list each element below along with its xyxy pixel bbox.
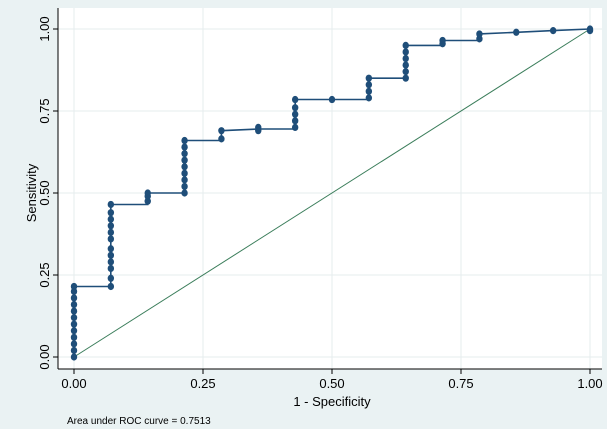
roc-point xyxy=(107,274,115,282)
roc-point xyxy=(402,54,409,63)
roc-point xyxy=(181,136,188,145)
roc-point xyxy=(70,353,78,361)
roc-point xyxy=(107,209,115,217)
roc-point xyxy=(291,123,299,131)
roc-point xyxy=(586,25,594,33)
roc-point xyxy=(218,127,225,135)
roc-point xyxy=(181,169,188,177)
plot-area xyxy=(58,8,602,369)
roc-point xyxy=(402,48,409,56)
y-tick-label: 0.25 xyxy=(37,262,52,287)
x-tick-label: 0.75 xyxy=(448,376,473,391)
roc-point xyxy=(291,117,299,125)
roc-point xyxy=(181,176,188,184)
tick-labels: 0.00 0.25 0.50 0.75 1.00 0.00 0.25 0.50 0.75 1.00 xyxy=(37,16,603,391)
y-tick-label: 1.00 xyxy=(37,16,52,41)
roc-point xyxy=(70,282,78,291)
x-tick-label: 0.25 xyxy=(190,376,215,391)
roc-point xyxy=(365,94,373,102)
roc-point xyxy=(107,258,115,266)
reference-line xyxy=(73,28,591,358)
roc-point xyxy=(402,74,409,82)
roc-point xyxy=(107,222,115,230)
roc-point xyxy=(107,264,115,273)
x-axis-label: 1 - Specificity xyxy=(293,394,371,409)
roc-point xyxy=(549,27,557,35)
x-tick-label: 1.00 xyxy=(577,376,602,391)
roc-point xyxy=(402,68,409,76)
roc-point xyxy=(365,81,373,89)
x-tick-label: 0.00 xyxy=(61,376,86,391)
roc-point xyxy=(181,182,188,191)
roc-point xyxy=(107,251,115,259)
roc-point xyxy=(291,110,299,118)
marker-layer xyxy=(70,25,594,361)
axes xyxy=(53,8,602,374)
roc-point xyxy=(402,61,409,69)
roc-point xyxy=(439,36,446,45)
roc-point xyxy=(181,163,188,171)
roc-point xyxy=(365,74,373,82)
roc-point xyxy=(144,197,151,205)
roc-point xyxy=(291,95,299,104)
roc-point xyxy=(365,87,373,95)
y-tick-label: 0.50 xyxy=(37,180,52,205)
y-tick-label: 0.75 xyxy=(37,98,52,123)
roc-point xyxy=(218,135,225,143)
y-tick-label: 0.00 xyxy=(37,344,52,369)
roc-point xyxy=(107,245,115,253)
roc-point xyxy=(70,346,78,355)
reference-layer xyxy=(73,28,591,358)
roc-point xyxy=(107,200,115,209)
roc-point xyxy=(70,294,78,302)
roc-point xyxy=(70,327,78,335)
roc-point xyxy=(402,41,409,50)
roc-point xyxy=(181,150,188,158)
roc-point xyxy=(70,307,78,315)
roc-point xyxy=(107,282,115,291)
roc-point xyxy=(70,300,78,309)
roc-point xyxy=(70,287,78,295)
roc-point xyxy=(70,314,78,322)
roc-point xyxy=(107,228,115,236)
y-axis-label: Sensitivity xyxy=(24,163,39,222)
roc-point xyxy=(107,235,115,243)
x-tick-label: 0.50 xyxy=(319,376,344,391)
roc-point xyxy=(144,189,151,197)
roc-point xyxy=(476,35,483,43)
roc-point xyxy=(181,189,188,197)
roc-point xyxy=(328,95,336,104)
roc-point xyxy=(513,28,520,36)
roc-point xyxy=(255,123,262,131)
roc-point xyxy=(291,104,299,112)
roc-point xyxy=(181,156,188,164)
roc-point xyxy=(107,215,115,223)
roc-point xyxy=(476,30,483,38)
roc-point xyxy=(70,340,78,348)
roc-point xyxy=(70,320,78,328)
roc-point xyxy=(70,333,78,341)
roc-point xyxy=(181,143,188,151)
auc-note: Area under ROC curve = 0.7513 xyxy=(67,416,211,427)
